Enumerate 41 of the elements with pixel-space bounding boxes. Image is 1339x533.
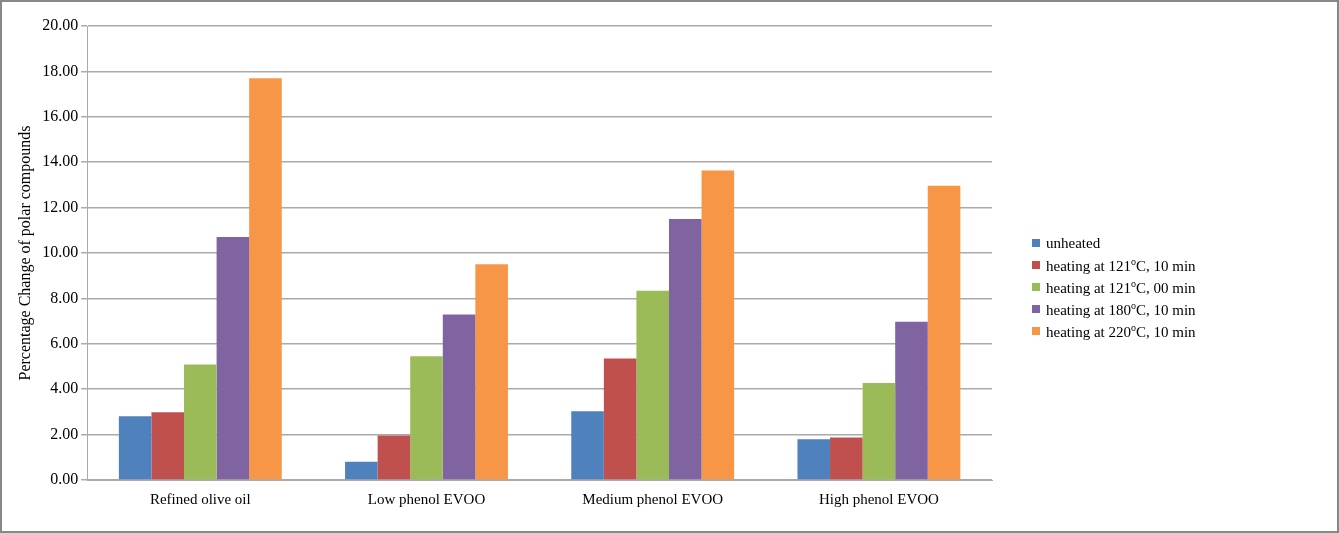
y-tick-label: 4.00 [50, 379, 79, 397]
legend-label: heating at 121$^{o}$C, 00 min [1046, 277, 1196, 297]
bar [927, 185, 961, 480]
y-axis-title: Percentage Change of polar compounds [15, 125, 34, 381]
bar [895, 321, 928, 480]
legend-label: heating at 121$^{o}$C, 10 min [1046, 255, 1196, 275]
bar [636, 290, 669, 480]
y-tick-label: 2.00 [50, 424, 79, 442]
bar [410, 356, 443, 480]
y-tick-label: 8.00 [50, 288, 79, 306]
bar [377, 435, 411, 480]
x-tick-label: High phenol EVOO [818, 490, 940, 507]
bar [701, 170, 735, 480]
legend-label: heating at 180$^{o}$C, 10 min [1046, 299, 1196, 319]
y-tick-label: 12.00 [42, 197, 79, 215]
bar [151, 412, 185, 480]
bar [442, 314, 476, 480]
x-tick-label: Medium phenol EVOO [582, 490, 724, 507]
y-tick-label: 16.00 [42, 107, 79, 124]
bar [249, 78, 282, 480]
x-tick-label: Low phenol EVOO [367, 490, 486, 507]
y-tick-label: 6.00 [50, 334, 79, 351]
bar [862, 383, 896, 480]
y-tick-label: 10.00 [42, 243, 79, 261]
bar [668, 218, 702, 480]
legend-label: unheated [1046, 234, 1101, 252]
bar [216, 237, 250, 480]
bar [475, 264, 508, 480]
bar [830, 437, 863, 480]
bar [184, 364, 217, 480]
bar [797, 439, 831, 480]
bar [571, 411, 604, 480]
bar [603, 358, 637, 480]
y-tick-label: 18.00 [42, 61, 79, 79]
y-tick-label: 0.00 [50, 470, 79, 488]
legend-label: heating at 220$^{o}$C, 10 min [1046, 321, 1196, 341]
bar [118, 416, 152, 480]
bar [345, 461, 378, 480]
x-tick-label: Refined olive oil [149, 490, 251, 507]
y-tick-label: 20.00 [42, 16, 79, 34]
y-tick-label: 14.00 [42, 152, 79, 170]
